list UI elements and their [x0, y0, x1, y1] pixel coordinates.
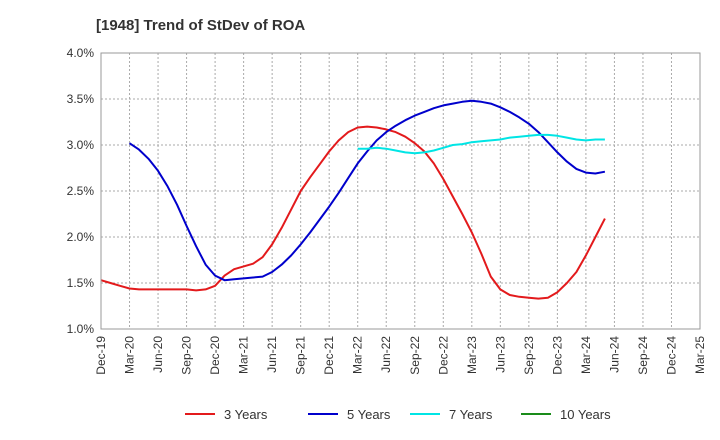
legend-label: 10 Years	[560, 407, 611, 422]
legend-label: 5 Years	[347, 407, 391, 422]
y-tick-label: 1.5%	[67, 276, 95, 290]
x-tick-label: Dec-24	[664, 336, 678, 375]
x-tick-label: Dec-23	[550, 336, 564, 375]
x-tick-label: Dec-20	[208, 336, 222, 375]
x-tick-label: Jun-21	[265, 336, 279, 373]
x-tick-label: Jun-20	[151, 336, 165, 373]
series-line-7-years	[357, 133, 605, 155]
x-tick-label: Sep-21	[294, 336, 308, 375]
legend-label: 7 Years	[449, 407, 493, 422]
y-tick-label: 3.0%	[67, 138, 95, 152]
series-line-3-years	[100, 125, 606, 300]
x-tick-label: Sep-23	[522, 336, 536, 375]
x-tick-label: Mar-23	[465, 336, 479, 374]
chart-title: [1948] Trend of StDev of ROA	[96, 17, 305, 34]
x-tick-label: Dec-19	[94, 336, 108, 375]
y-tick-label: 3.5%	[67, 92, 95, 106]
plot-area	[100, 52, 701, 330]
x-tick-label: Sep-22	[408, 336, 422, 375]
legend-label: 3 Years	[224, 407, 268, 422]
x-tick-label: Jun-24	[607, 336, 621, 373]
x-tick-label: Mar-24	[579, 336, 593, 374]
x-tick-label: Mar-22	[351, 336, 365, 374]
x-tick-label: Sep-24	[636, 336, 650, 375]
y-axis-ticks: 1.0% 1.5% 2.0% 2.5% 3.0% 3.5% 4.0%	[67, 46, 95, 336]
y-tick-label: 4.0%	[67, 46, 95, 60]
y-tick-label: 1.0%	[67, 322, 95, 336]
x-tick-label: Mar-20	[123, 336, 137, 374]
x-tick-label: Dec-22	[436, 336, 450, 375]
x-tick-label: Mar-21	[237, 336, 251, 374]
x-tick-label: Mar-25	[693, 336, 707, 374]
x-tick-label: Sep-20	[180, 336, 194, 375]
legend: 3 Years 5 Years 7 Years 10 Years	[185, 407, 611, 422]
series-line-5-years	[128, 99, 606, 282]
x-tick-label: Jun-23	[493, 336, 507, 373]
grid	[101, 53, 700, 329]
y-tick-label: 2.5%	[67, 184, 95, 198]
y-tick-label: 2.0%	[67, 230, 95, 244]
x-axis-ticks: Dec-19 Mar-20 Jun-20 Sep-20 Dec-20 Mar-21 Jun-…	[94, 336, 707, 375]
series-lines	[100, 99, 606, 300]
x-tick-label: Jun-22	[379, 336, 393, 373]
x-tick-label: Dec-21	[322, 336, 336, 375]
